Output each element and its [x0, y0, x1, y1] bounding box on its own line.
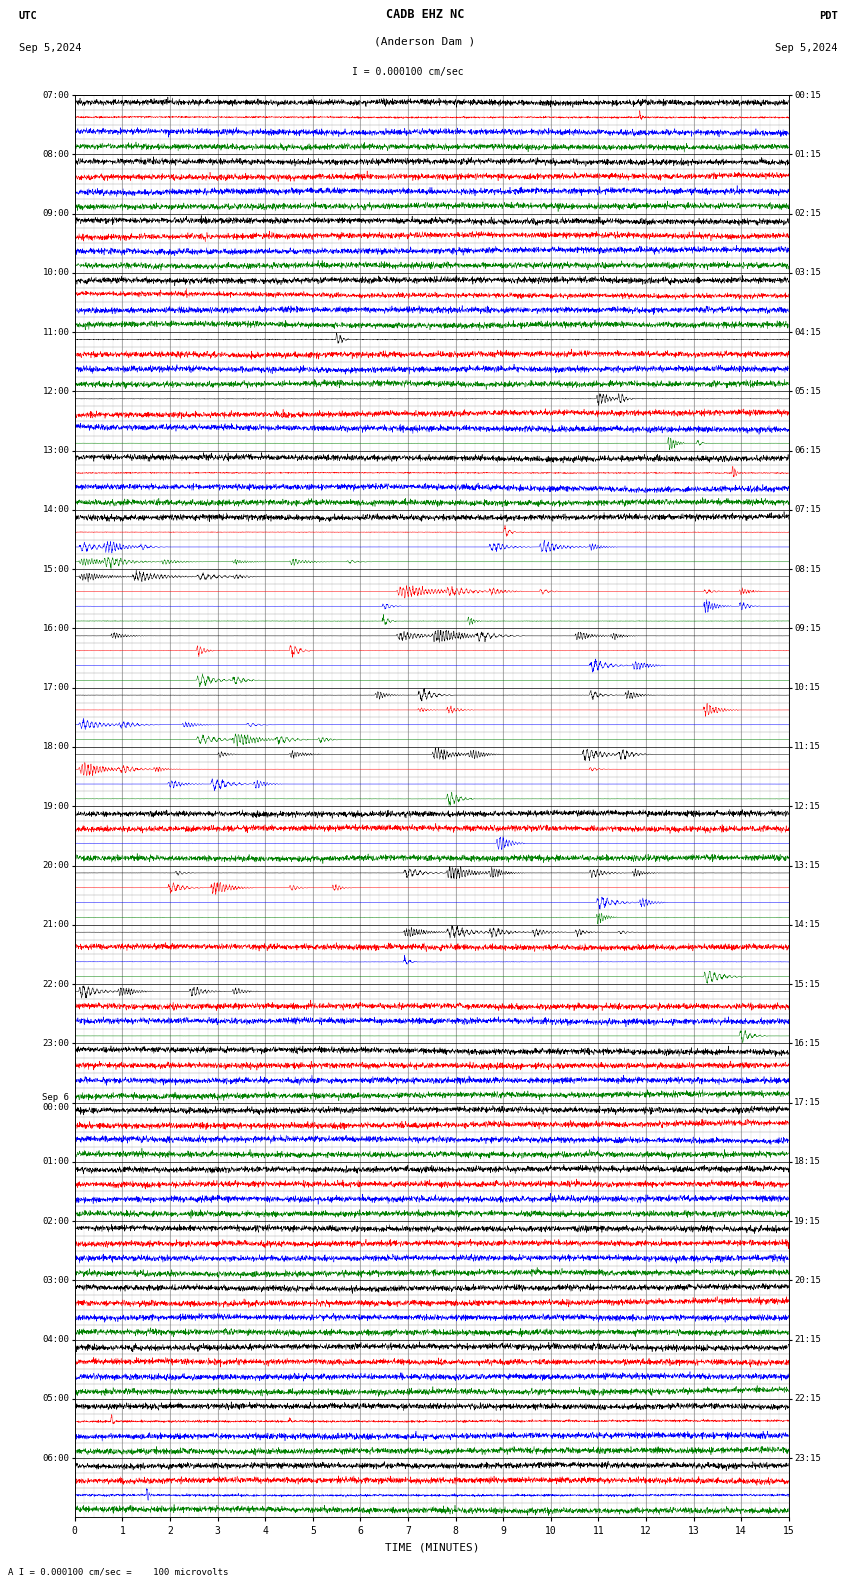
Text: Sep 5,2024: Sep 5,2024 — [775, 43, 838, 52]
Text: A I = 0.000100 cm/sec =    100 microvolts: A I = 0.000100 cm/sec = 100 microvolts — [8, 1567, 229, 1576]
Text: (Anderson Dam ): (Anderson Dam ) — [374, 36, 476, 46]
Text: I = 0.000100 cm/sec: I = 0.000100 cm/sec — [352, 67, 464, 76]
X-axis label: TIME (MINUTES): TIME (MINUTES) — [384, 1543, 479, 1552]
Text: UTC: UTC — [19, 11, 37, 22]
Text: Sep 5,2024: Sep 5,2024 — [19, 43, 82, 52]
Text: PDT: PDT — [819, 11, 838, 22]
Text: CADB EHZ NC: CADB EHZ NC — [386, 8, 464, 21]
